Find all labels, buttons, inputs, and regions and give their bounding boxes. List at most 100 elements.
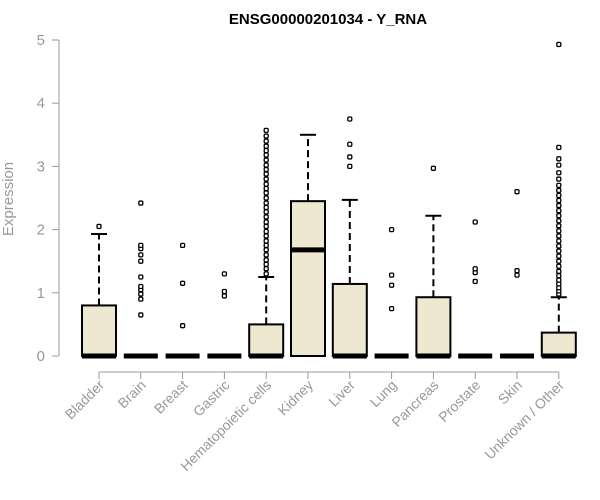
- outlier-point: [263, 209, 269, 215]
- outlier-point: [138, 283, 144, 290]
- x-tick-label: Kidney: [275, 377, 317, 419]
- x-tick-label: Prostate: [435, 377, 483, 425]
- x-tick-label: Unknown / Other: [481, 377, 567, 463]
- x-tick-label: Skin: [495, 377, 526, 408]
- outlier-point: [263, 238, 269, 244]
- y-tick-label: 1: [37, 285, 45, 302]
- outlier-point: [138, 252, 144, 258]
- outlier-point: [263, 133, 269, 139]
- outlier-point: [179, 280, 186, 286]
- outlier-point: [263, 147, 269, 154]
- box-group: [123, 200, 158, 359]
- outlier-point: [263, 266, 269, 272]
- outlier-point: [556, 170, 562, 176]
- outlier-point: [347, 116, 353, 122]
- outlier-point: [138, 312, 144, 318]
- outlier-point: [263, 261, 269, 268]
- outlier-point: [263, 171, 269, 177]
- outlier-point: [263, 143, 269, 149]
- outlier-point: [556, 273, 562, 279]
- boxes: [81, 41, 577, 359]
- box: [331, 282, 368, 357]
- outlier-point: [263, 233, 269, 239]
- outlier-point: [263, 204, 269, 211]
- outlier-point: [556, 253, 562, 259]
- box: [540, 331, 577, 357]
- box-group: [165, 242, 200, 359]
- outlier-point: [556, 277, 562, 283]
- outlier-point: [263, 190, 269, 196]
- outlier-point: [556, 233, 562, 239]
- outlier-point: [263, 200, 269, 206]
- outlier-point: [263, 152, 269, 158]
- outlier-point: [263, 223, 269, 230]
- box-group: [81, 223, 117, 359]
- outlier-point: [556, 202, 562, 209]
- outlier-point: [263, 166, 269, 173]
- outlier-point: [556, 187, 562, 194]
- outlier-point: [263, 271, 269, 277]
- outlier-point: [556, 176, 562, 182]
- outlier-point: [556, 268, 562, 274]
- y-axis-label: Expression: [0, 162, 17, 236]
- outlier-point: [263, 185, 269, 192]
- box-group: [331, 116, 368, 359]
- outlier-point: [347, 154, 353, 160]
- box-group: [415, 165, 452, 359]
- outlier-point: [221, 288, 228, 295]
- x-tick-label: Bladder: [62, 377, 108, 423]
- outlier-point: [263, 242, 269, 249]
- outlier-point: [556, 41, 562, 48]
- outlier-point: [263, 247, 269, 253]
- x-tick-label: Brain: [114, 377, 148, 411]
- outlier-point: [138, 296, 144, 302]
- box-group: [248, 127, 285, 359]
- outlier-point: [388, 226, 395, 233]
- y-tick-label: 2: [37, 222, 45, 239]
- box-group: [458, 219, 493, 359]
- outlier-point: [472, 266, 478, 272]
- outlier-point: [556, 213, 562, 219]
- x-tick-label: Breast: [151, 377, 191, 417]
- outlier-point: [263, 181, 269, 187]
- outlier-point: [263, 127, 269, 134]
- outlier-point: [263, 219, 269, 225]
- outlier-point: [514, 189, 520, 195]
- outlier-point: [179, 323, 186, 329]
- box: [248, 323, 285, 357]
- y-tick-label: 0: [37, 348, 45, 365]
- outlier-point: [263, 162, 269, 168]
- outlier-point: [514, 268, 520, 274]
- outlier-point: [556, 182, 562, 189]
- outlier-point: [430, 165, 437, 171]
- outlier-point: [556, 223, 562, 229]
- outlier-point: [556, 243, 562, 249]
- outlier-point: [388, 272, 395, 278]
- outlier-point: [556, 192, 562, 199]
- y-tick-label: 4: [37, 95, 45, 112]
- outlier-point: [514, 272, 520, 278]
- outlier-point: [388, 282, 395, 288]
- outlier-point: [138, 200, 144, 206]
- outlier-point: [138, 242, 144, 249]
- outlier-point: [556, 228, 562, 234]
- outlier-point: [96, 223, 102, 230]
- outlier-point: [263, 228, 269, 235]
- outlier-point: [556, 263, 562, 269]
- chart-title: ENSG00000201034 - Y_RNA: [229, 11, 427, 28]
- x-tick-label: Liver: [325, 377, 358, 410]
- outlier-point: [263, 214, 269, 220]
- box-group: [207, 271, 242, 359]
- box: [81, 304, 117, 358]
- outlier-point: [138, 258, 144, 264]
- y-axis: 0 1 2 3 4 5: [37, 32, 60, 365]
- outlier-point: [556, 197, 562, 204]
- outlier-point: [556, 218, 562, 224]
- outlier-point: [221, 271, 228, 277]
- box-group: [290, 133, 326, 357]
- box: [290, 200, 326, 357]
- outlier-point: [263, 157, 269, 163]
- outlier-point: [556, 207, 562, 214]
